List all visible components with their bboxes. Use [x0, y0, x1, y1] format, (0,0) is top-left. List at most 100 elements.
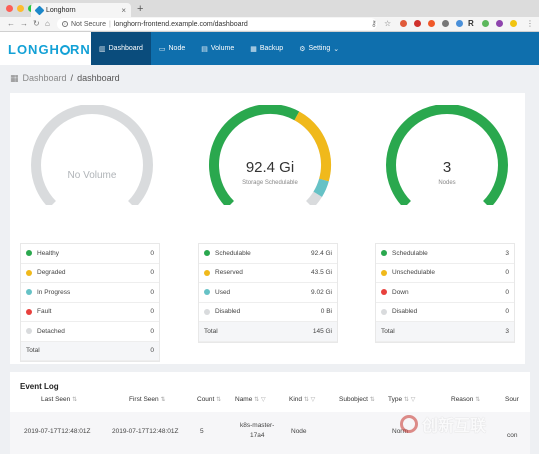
- status-dot: [26, 328, 32, 335]
- nav-node[interactable]: ▭ Node: [151, 32, 193, 65]
- sort-icon: ⇅: [369, 397, 375, 403]
- stat-row-schedulable[interactable]: Schedulable 3: [376, 244, 514, 264]
- breadcrumb-root[interactable]: Dashboard: [22, 73, 67, 83]
- close-window-button[interactable]: [6, 5, 13, 12]
- status-dot: [381, 308, 387, 315]
- nodes-gauge-svg: [386, 105, 508, 205]
- forward-icon[interactable]: →: [20, 19, 28, 28]
- col-count[interactable]: Count ⇅: [197, 396, 221, 403]
- col-source[interactable]: Sour: [505, 396, 519, 403]
- gauge-track-arc: [31, 105, 153, 205]
- watermark-mark-icon: [400, 415, 418, 433]
- longhorn-favicon-icon: [34, 5, 45, 15]
- col-subobject[interactable]: Subobject ⇅: [339, 396, 375, 403]
- extension-icon[interactable]: [400, 20, 407, 27]
- sort-icon: ⇅: [403, 397, 409, 403]
- stat-row-used[interactable]: Used 9.02 Gi: [199, 283, 337, 303]
- stat-label: Disabled: [392, 308, 418, 316]
- stat-row-fault[interactable]: Fault 0: [21, 303, 159, 322]
- col-label: First Seen: [129, 396, 159, 403]
- col-first-seen[interactable]: First Seen ⇅: [129, 396, 165, 403]
- col-kind[interactable]: Kind ⇅ ▽: [289, 396, 315, 403]
- cell-type: Norm: [392, 428, 408, 435]
- col-name[interactable]: Name ⇅ ▽: [235, 396, 266, 403]
- extension-icon[interactable]: [442, 20, 449, 27]
- filter-icon: ▽: [261, 397, 266, 403]
- stat-row-healthy[interactable]: Healthy 0: [21, 244, 159, 264]
- stat-row-disabled[interactable]: Disabled 0: [376, 303, 514, 322]
- storage-gauge-label: Storage Schedulable: [242, 180, 298, 186]
- minimize-window-button[interactable]: [17, 5, 24, 12]
- stat-row-total: Total 0: [21, 341, 159, 361]
- tab-close-icon[interactable]: ×: [121, 5, 126, 15]
- stat-label: Total: [381, 327, 395, 335]
- sort-icon: ⇅: [475, 397, 481, 403]
- nav-label: Volume: [210, 45, 235, 52]
- browser-tab[interactable]: Longhorn ×: [31, 3, 131, 17]
- nav-volume[interactable]: ▤ Volume: [193, 32, 242, 65]
- key-icon[interactable]: ⚷: [371, 19, 377, 28]
- stat-row-degraded[interactable]: Degraded 0: [21, 264, 159, 283]
- nav-backup[interactable]: ▦ Backup: [242, 32, 291, 65]
- col-last-seen[interactable]: Last Seen ⇅: [41, 396, 77, 403]
- stat-row-schedulable[interactable]: Schedulable 92.4 Gi: [199, 244, 337, 264]
- stat-value: 92.4 Gi: [311, 249, 332, 257]
- url-text[interactable]: longhorn-frontend.example.com/dashboard: [113, 20, 248, 28]
- stat-row-unschedulable[interactable]: Unschedulable 0: [376, 264, 514, 283]
- stat-row-reserved[interactable]: Reserved 43.5 Gi: [199, 264, 337, 283]
- extension-icon[interactable]: [496, 20, 503, 27]
- bookmark-star-icon[interactable]: ☆: [384, 19, 392, 28]
- extension-icon[interactable]: [428, 20, 435, 27]
- home-icon[interactable]: ⌂: [45, 19, 50, 28]
- extension-icon[interactable]: [456, 20, 463, 27]
- reload-icon[interactable]: ↻: [33, 19, 40, 28]
- extension-icon[interactable]: [482, 20, 489, 27]
- volume-gauge: No Volume: [27, 105, 157, 205]
- status-dot: [26, 250, 32, 257]
- stat-value: 9.02 Gi: [311, 288, 332, 296]
- stat-row-detached[interactable]: Detached 0: [21, 322, 159, 342]
- col-label: Reason: [451, 396, 474, 403]
- col-type[interactable]: Type ⇅ ▽: [388, 396, 415, 403]
- event-log-header: Last Seen ⇅ First Seen ⇅ Count ⇅ Name ⇅ …: [10, 396, 530, 412]
- extension-r-icon[interactable]: R: [468, 19, 474, 28]
- stat-label: Schedulable: [392, 249, 428, 257]
- nav-setting[interactable]: ⚙ Setting ⌄: [291, 32, 347, 65]
- col-reason[interactable]: Reason ⇅: [451, 396, 480, 403]
- new-tab-button[interactable]: +: [137, 3, 144, 15]
- logo-text-left: LONGH: [8, 42, 60, 57]
- gauge-used-arc: [313, 178, 329, 197]
- cell-first-seen: 2019-07-17T12:48:01Z: [112, 428, 179, 435]
- address-bar[interactable]: i Not Secure | longhorn-frontend.example…: [57, 18, 377, 30]
- browser-toolbar: ← → ↻ ⌂ i Not Secure | longhorn-frontend…: [0, 17, 539, 32]
- url-separator: |: [109, 20, 111, 28]
- info-icon[interactable]: i: [62, 21, 68, 27]
- col-label: Last Seen: [41, 396, 71, 403]
- browser-menu-icon[interactable]: ⋮: [526, 19, 534, 28]
- status-dot: [204, 289, 210, 296]
- nav-dashboard[interactable]: ▥ Dashboard: [91, 32, 151, 65]
- breadcrumb: ▦ Dashboard / dashboard: [10, 73, 120, 84]
- table-row[interactable]: 2019-07-17T12:48:01Z 2019-07-17T12:48:01…: [10, 412, 530, 454]
- back-icon[interactable]: ←: [7, 19, 15, 28]
- stat-value: 145 Gi: [312, 327, 332, 335]
- chevron-down-icon: ⌄: [333, 45, 340, 53]
- stat-row-down[interactable]: Down 0: [376, 283, 514, 303]
- extension-icon[interactable]: [414, 20, 421, 27]
- stat-value: 0: [150, 327, 154, 335]
- stat-row-in-progress[interactable]: In Progress 0: [21, 283, 159, 303]
- sort-icon: ⇅: [216, 397, 222, 403]
- filter-icon: ▽: [410, 397, 416, 403]
- no-volume-label: No Volume: [67, 170, 117, 181]
- stat-value: 0: [150, 269, 154, 277]
- filter-icon: ▽: [310, 397, 316, 403]
- volume-icon: ▤: [201, 45, 208, 53]
- stat-value: 0 Bi: [320, 308, 332, 316]
- longhorn-logo[interactable]: LONGH RN: [8, 42, 91, 57]
- app-header: LONGH RN ▥ Dashboard ▭ Node ▤ Volume ▦ Ba…: [0, 32, 539, 65]
- watermark-text: 创新互联: [422, 418, 487, 435]
- profile-avatar[interactable]: [510, 20, 517, 27]
- stat-row-disabled[interactable]: Disabled 0 Bi: [199, 303, 337, 322]
- status-dot: [381, 269, 387, 276]
- storage-gauge-svg: [209, 105, 331, 205]
